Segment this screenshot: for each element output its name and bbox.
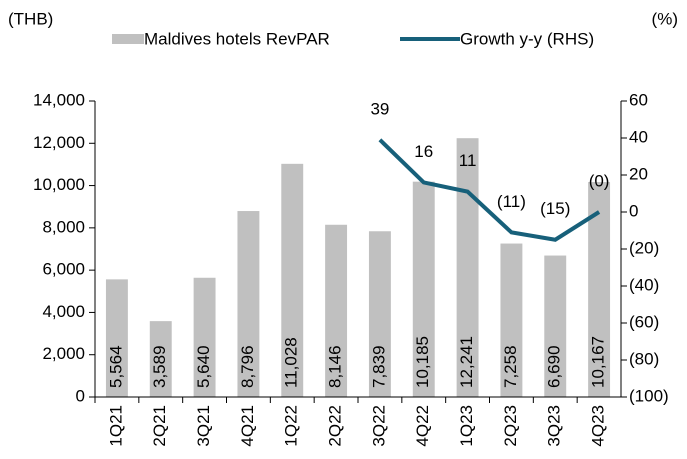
- y-tick-label: 14,000: [33, 90, 85, 109]
- x-tick-label: 3Q23: [545, 405, 564, 447]
- bar-value-label: 6,690: [545, 345, 564, 388]
- bar: [325, 224, 348, 397]
- y2-tick-label: 0: [629, 201, 638, 220]
- y2-tick-label: (20): [629, 238, 659, 257]
- y-axis-unit: (THB): [8, 9, 53, 28]
- x-tick-label: 2Q21: [150, 405, 169, 447]
- bar-value-label: 12,241: [457, 336, 476, 388]
- bar: [149, 321, 172, 397]
- bar-value-label: 7,839: [369, 345, 388, 388]
- line-value-label: (11): [497, 192, 526, 211]
- x-tick-label: 3Q22: [369, 405, 388, 447]
- y-tick-label: 2,000: [42, 344, 85, 363]
- y2-tick-label: 20: [629, 164, 648, 183]
- bar: [412, 181, 435, 397]
- bar: [281, 163, 304, 397]
- y-tick-label: 8,000: [42, 217, 85, 236]
- y2-tick-label: (60): [629, 312, 659, 331]
- bar: [368, 231, 391, 397]
- bar-value-label: 8,796: [238, 345, 257, 388]
- x-tick-label: 1Q23: [457, 405, 476, 447]
- bar: [544, 255, 567, 397]
- legend-label: Maldives hotels RevPAR: [144, 29, 330, 48]
- x-tick-label: 4Q21: [238, 405, 257, 447]
- y-tick-label: 12,000: [33, 133, 85, 152]
- line-series: [378, 138, 601, 242]
- bar-value-label: 7,258: [501, 345, 520, 388]
- bar-value-label: 5,564: [106, 345, 125, 388]
- line-value-label: (15): [540, 199, 570, 218]
- y2-axis-unit: (%): [652, 9, 678, 28]
- bar: [105, 279, 128, 397]
- y2-tick-label: (80): [629, 349, 659, 368]
- bar-value-label: 10,185: [413, 336, 432, 388]
- legend-swatch: [112, 34, 144, 44]
- y2-tick-label: (100): [629, 386, 669, 405]
- line-value-label: 11: [459, 151, 477, 170]
- bar: [193, 277, 216, 397]
- x-tick-label: 2Q23: [501, 405, 520, 447]
- bar-value-label: 10,167: [589, 336, 608, 388]
- x-tick-label: 4Q23: [589, 405, 608, 447]
- x-tick-label: 1Q21: [106, 405, 125, 447]
- legend-label: Growth y-y (RHS): [460, 29, 594, 48]
- line-value-label: 39: [370, 99, 389, 118]
- y2-tick-label: 40: [629, 127, 648, 146]
- y-tick-label: 0: [76, 386, 85, 405]
- y-tick-label: 6,000: [42, 260, 85, 279]
- x-tick-label: 4Q22: [413, 405, 432, 447]
- bar: [237, 211, 260, 397]
- bar: [456, 138, 479, 397]
- bar: [588, 182, 611, 397]
- line-value-label: 16: [414, 142, 433, 161]
- x-tick-label: 2Q22: [326, 405, 345, 447]
- y2-tick-label: 60: [629, 90, 648, 109]
- line-value-label: (0): [589, 171, 610, 190]
- y-tick-label: 10,000: [33, 175, 85, 194]
- x-tick-label: 3Q21: [194, 405, 213, 447]
- bar-value-label: 11,028: [282, 337, 301, 388]
- y2-tick-label: (40): [629, 275, 659, 294]
- bar-value-label: 3,589: [150, 345, 169, 388]
- y-tick-label: 4,000: [42, 302, 85, 321]
- x-tick-label: 1Q22: [282, 405, 301, 447]
- bar-value-label: 8,146: [326, 345, 345, 388]
- bar: [500, 243, 523, 397]
- bar-value-label: 5,640: [194, 345, 213, 388]
